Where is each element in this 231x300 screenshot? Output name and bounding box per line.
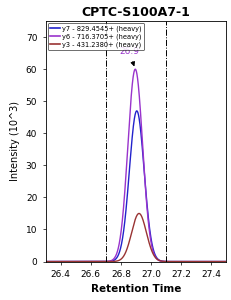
Text: 26.9: 26.9: [119, 47, 139, 66]
Legend: y7 - 829.4545+ (heavy), y6 - 716.3705+ (heavy), y3 - 431.2380+ (heavy): y7 - 829.4545+ (heavy), y6 - 716.3705+ (…: [47, 23, 143, 50]
Y-axis label: Intensity (10^3): Intensity (10^3): [10, 101, 20, 181]
X-axis label: Retention Time: Retention Time: [90, 284, 180, 294]
Title: CPTC-S100A7-1: CPTC-S100A7-1: [81, 6, 190, 19]
